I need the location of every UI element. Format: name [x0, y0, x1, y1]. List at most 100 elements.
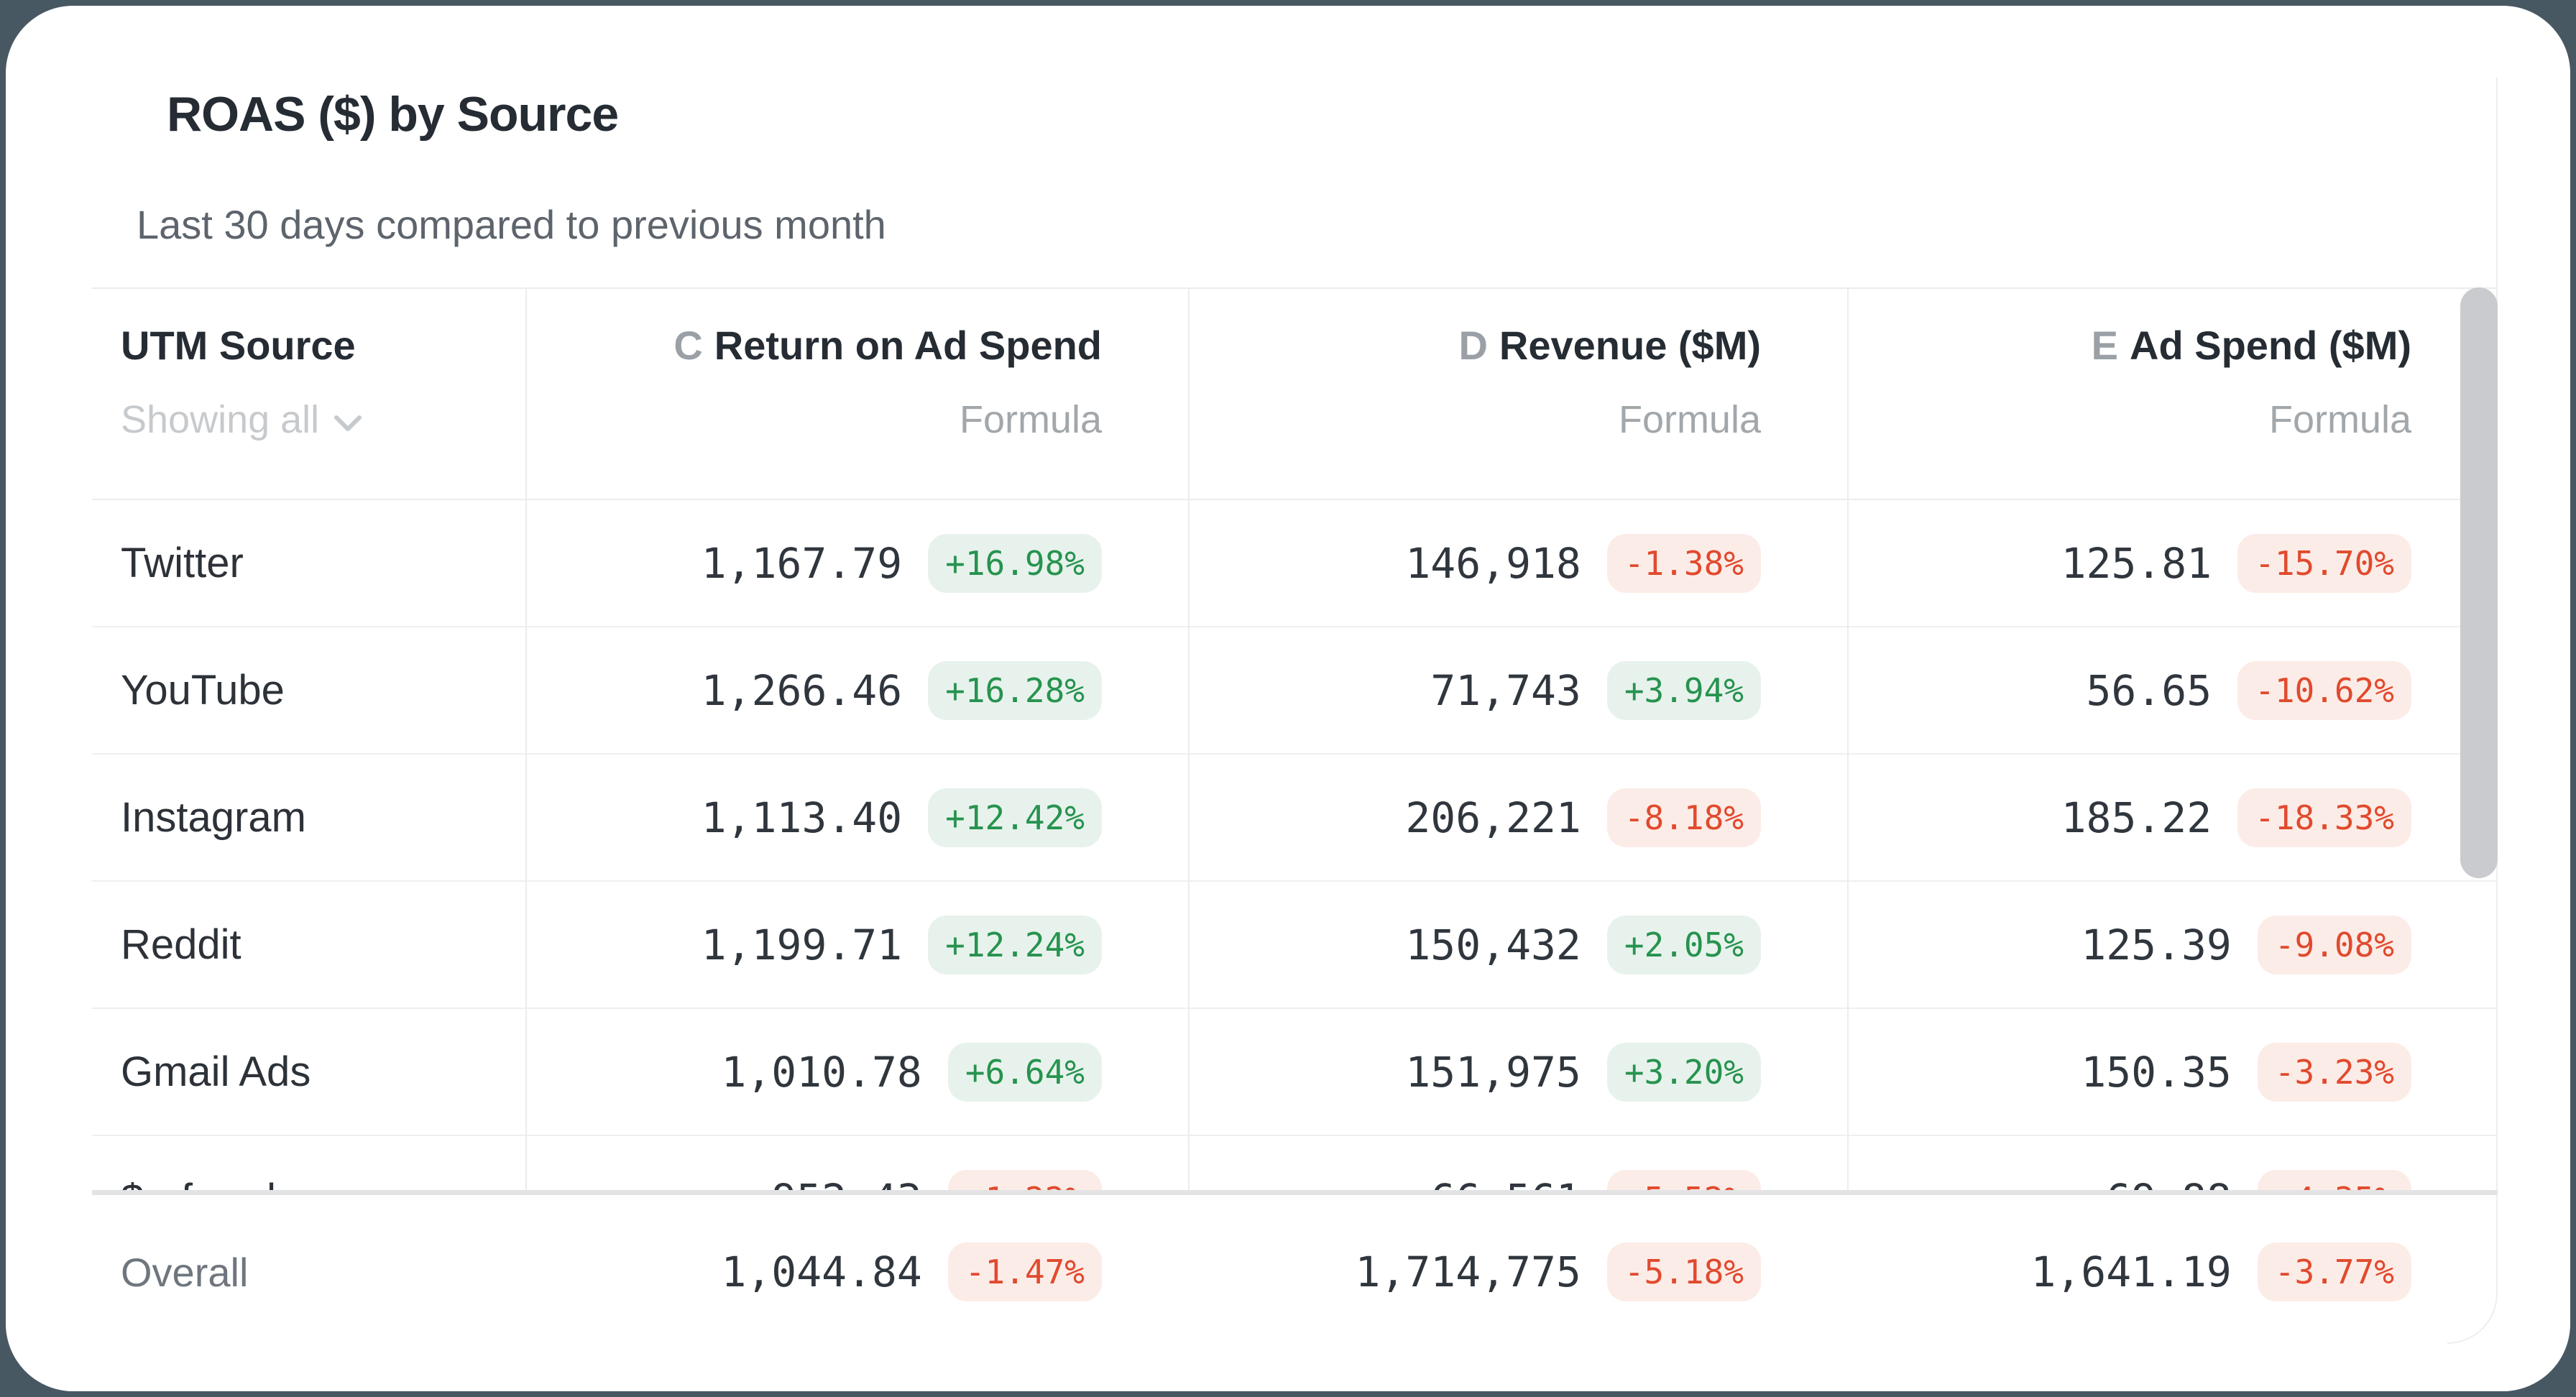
- metric-value: 125.81: [2061, 538, 2212, 588]
- column-header-metric: D Revenue ($M) Formula: [1188, 289, 1847, 499]
- metric-cell: 1,167.79 +16.98%: [525, 533, 1188, 593]
- change-badge: +2.05%: [1606, 915, 1761, 974]
- metric-value: 1,641.19: [2030, 1248, 2232, 1296]
- table-row: Gmail Ads 1,010.78 +6.64% 151,975 +3.20% 150.…: [92, 1009, 2498, 1136]
- change-badge: +16.28%: [928, 660, 1102, 720]
- metric-value: 150.35: [2081, 1047, 2232, 1097]
- metric-value: 1,113.40: [701, 793, 903, 842]
- change-badge: +16.98%: [928, 533, 1102, 593]
- metric-cell: 1,044.84 -1.47%: [525, 1242, 1188, 1301]
- metric-cell: 185.22 -18.33%: [1847, 788, 2498, 847]
- roas-widget-card: ROAS ($) by Source Last 30 days compared…: [6, 6, 2570, 1391]
- column-label: Revenue ($M): [1499, 323, 1761, 368]
- column-letter: C: [673, 323, 703, 368]
- column-formula-label: Formula: [959, 398, 1102, 441]
- metric-value: 69.88: [2106, 1175, 2232, 1191]
- change-badge: +12.24%: [928, 915, 1102, 974]
- utm-source-header-label: UTM Source: [121, 323, 356, 368]
- row-source-label: Twitter: [121, 540, 244, 586]
- row-source-label: Instagram: [121, 794, 306, 841]
- metric-value: 150,432: [1405, 920, 1581, 969]
- showing-all-label: Showing all: [121, 398, 320, 441]
- change-badge: -10.62%: [2237, 660, 2411, 720]
- metric-value: 146,918: [1405, 538, 1581, 588]
- table-body-scroll-area: Twitter 1,167.79 +16.98% 146,918 -1.38% 125.8…: [92, 500, 2498, 1190]
- change-badge: -5.52%: [1606, 1169, 1761, 1190]
- column-header-metric: C Return on Ad Spend Formula: [525, 289, 1188, 499]
- metric-value: 1,199.71: [701, 920, 903, 969]
- change-badge: -1.47%: [947, 1242, 1102, 1301]
- metric-cell: 1,714,775 -5.18%: [1188, 1242, 1847, 1301]
- metric-cell: 206,221 -8.18%: [1188, 788, 1847, 847]
- metric-value: 1,167.79: [701, 538, 903, 588]
- metric-cell: 1,113.40 +12.42%: [525, 788, 1188, 847]
- metric-cell: 66,561 -5.52%: [1188, 1169, 1847, 1191]
- metric-value: 151,975: [1405, 1047, 1581, 1097]
- metric-value: 56.65: [2086, 665, 2212, 715]
- chevron-down-icon: [334, 397, 362, 442]
- metric-cell: 151,975 +3.20%: [1188, 1042, 1847, 1102]
- metric-cell: 1,199.71 +12.24%: [525, 915, 1188, 974]
- metric-cell: 1,010.78 +6.64%: [525, 1042, 1188, 1102]
- metric-value: 66,561: [1430, 1175, 1581, 1191]
- column-formula-label: Formula: [2268, 398, 2411, 441]
- overall-label: Overall: [121, 1249, 249, 1295]
- table-row: Reddit 1,199.71 +12.24% 150,432 +2.05% 125.39…: [92, 882, 2498, 1009]
- change-badge: +6.64%: [947, 1042, 1102, 1102]
- row-source-label: $referral: [92, 1175, 525, 1190]
- metric-cell: 146,918 -1.38%: [1188, 533, 1847, 593]
- row-source-label: Gmail Ads: [121, 1048, 311, 1095]
- metric-cell: 125.39 -9.08%: [1847, 915, 2498, 974]
- metric-value: 1,714,775: [1355, 1248, 1581, 1296]
- column-header-metric: E Ad Spend ($M) Formula: [1847, 289, 2498, 499]
- metric-cell: 150,432 +2.05%: [1188, 915, 1847, 974]
- table-header-row: UTM Source Showing all C Return on Ad Spe…: [92, 287, 2498, 500]
- metric-cell: 56.65 -10.62%: [1847, 660, 2498, 720]
- column-label: Return on Ad Spend: [714, 323, 1102, 368]
- change-badge: -1.22%: [947, 1169, 1102, 1190]
- metric-cell: 150.35 -3.23%: [1847, 1042, 2498, 1102]
- change-badge: +12.42%: [928, 788, 1102, 847]
- change-badge: -15.70%: [2237, 533, 2411, 593]
- metric-value: 1,010.78: [721, 1047, 922, 1097]
- change-badge: -5.18%: [1606, 1242, 1761, 1301]
- widget-title: ROAS ($) by Source: [167, 87, 619, 142]
- table-row: Instagram 1,113.40 +12.42% 206,221 -8.18% 185…: [92, 755, 2498, 882]
- metric-cell: 1,266.46 +16.28%: [525, 660, 1188, 720]
- change-badge: +3.94%: [1606, 660, 1761, 720]
- metric-value: 125.39: [2081, 920, 2232, 969]
- change-badge: -3.23%: [2257, 1042, 2411, 1102]
- column-letter: E: [2091, 323, 2119, 368]
- change-badge: -4.35%: [2257, 1169, 2411, 1190]
- change-badge: -3.77%: [2257, 1242, 2411, 1301]
- metric-value: 952.43: [771, 1175, 922, 1191]
- vertical-scrollbar-thumb[interactable]: [2460, 287, 2498, 878]
- table-row: YouTube 1,266.46 +16.28% 71,743 +3.94% 56.65-…: [92, 627, 2498, 755]
- metric-value: 206,221: [1405, 793, 1581, 842]
- metric-value: 1,266.46: [701, 665, 903, 715]
- metric-cell: 952.43 -1.22%: [525, 1169, 1188, 1191]
- column-formula-label: Formula: [1618, 398, 1761, 441]
- metric-value: 71,743: [1430, 665, 1581, 715]
- change-badge: -1.38%: [1606, 533, 1761, 593]
- change-badge: -8.18%: [1606, 788, 1761, 847]
- column-header-utm-source: UTM Source Showing all: [92, 289, 525, 499]
- column-letter: D: [1458, 323, 1488, 368]
- row-source-label: Reddit: [121, 921, 242, 968]
- table-row: Twitter 1,167.79 +16.98% 146,918 -1.38% 125.8…: [92, 500, 2498, 627]
- summary-row: Overall 1,044.84 -1.47% 1,714,775 -5.18% 1,6…: [92, 1195, 2498, 1349]
- column-label: Ad Spend ($M): [2130, 323, 2411, 368]
- metric-cell: 69.88 -4.35%: [1847, 1169, 2498, 1191]
- metric-cell: 1,641.19 -3.77%: [1847, 1242, 2498, 1301]
- change-badge: -9.08%: [2257, 915, 2411, 974]
- row-source-label: YouTube: [121, 667, 285, 714]
- metric-cell: 125.81 -15.70%: [1847, 533, 2498, 593]
- metric-value: 185.22: [2061, 793, 2212, 842]
- table-row: $referral 952.43 -1.22% 66,561 -5.52% 69.88 -4…: [92, 1136, 2498, 1190]
- widget-subtitle: Last 30 days compared to previous month: [137, 202, 886, 247]
- showing-all-dropdown[interactable]: Showing all: [121, 397, 362, 442]
- metric-value: 1,044.84: [721, 1248, 922, 1296]
- change-badge: -18.33%: [2237, 788, 2411, 847]
- change-badge: +3.20%: [1606, 1042, 1761, 1102]
